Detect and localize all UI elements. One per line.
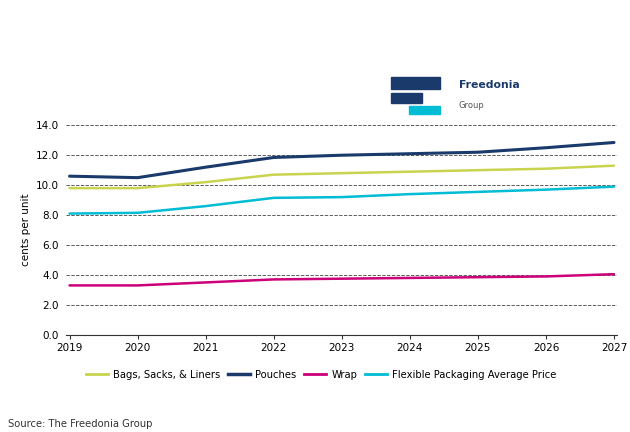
Text: Group: Group bbox=[459, 101, 484, 110]
Y-axis label: cents per unit: cents per unit bbox=[21, 194, 32, 267]
Bar bbox=[391, 93, 422, 103]
Text: Figure 3-6.
Flexible Food Packaging Product Segment Prices,
2019 – 2027
(cents p: Figure 3-6. Flexible Food Packaging Prod… bbox=[8, 7, 327, 60]
Text: Freedonia: Freedonia bbox=[459, 80, 519, 90]
Bar bbox=[391, 77, 440, 89]
Bar bbox=[409, 106, 440, 114]
Text: Source: The Freedonia Group: Source: The Freedonia Group bbox=[8, 419, 152, 429]
Legend: Bags, Sacks, & Liners, Pouches, Wrap, Flexible Packaging Average Price: Bags, Sacks, & Liners, Pouches, Wrap, Fl… bbox=[82, 366, 561, 384]
